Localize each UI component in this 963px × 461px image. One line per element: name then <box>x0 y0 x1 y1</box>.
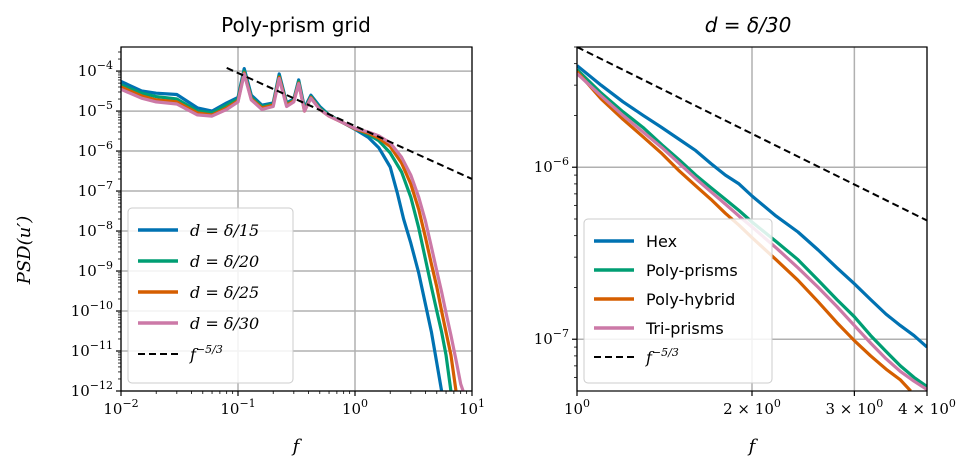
left-legend-label-1: d = δ/20 <box>190 252 259 271</box>
left-chart: Poly-prism grid PSD(u′) f 10−2 10−1 100 101… <box>14 13 485 457</box>
left-legend-label-2: d = δ/25 <box>190 283 259 302</box>
left-x-tick-label: 10−1 <box>220 397 255 418</box>
right-legend: Hex Poly-prisms Poly-hybrid Tri-prisms f−5/3 <box>583 218 773 384</box>
right-legend-label-2: Poly-hybrid <box>646 290 735 309</box>
left-legend: d = δ/15 d = δ/20 d = δ/25 d = δ/30 f−5/3 <box>127 207 294 384</box>
left-y-axis-label: PSD(u′) <box>14 216 35 286</box>
left-series-4-line <box>226 66 472 180</box>
left-legend-box <box>127 207 294 384</box>
right-y-tick-label: 10−7 <box>534 327 569 348</box>
right-x-tick-label: 4 × 100 <box>898 397 956 418</box>
left-legend-label-3: d = δ/30 <box>190 314 259 333</box>
left-y-tick-label: 10−12 <box>71 379 113 400</box>
left-series-group <box>121 66 472 391</box>
right-x-tick-label: 3 × 100 <box>825 397 883 418</box>
right-x-tick-label: 100 <box>564 397 590 418</box>
right-y-tick-label: 10−6 <box>534 155 569 176</box>
left-x-tick-label: 101 <box>459 397 485 418</box>
right-legend-label-0: Hex <box>646 232 677 251</box>
right-legend-label-4: f−5/3 <box>645 346 679 367</box>
right-legend-label-3: Tri-prisms <box>645 319 724 338</box>
left-x-tick-label: 10−2 <box>103 397 138 418</box>
left-y-tick-label: 10−7 <box>78 179 113 200</box>
right-chart-title: d = δ/30 <box>705 13 792 37</box>
left-y-tick-label: 10−9 <box>78 259 113 280</box>
left-ticks: 10−2 10−1 100 101 10−12 10−11 10−10 10−9 10−8 10−… <box>71 51 485 418</box>
left-y-tick-label: 10−8 <box>78 219 113 240</box>
left-x-tick-label: 100 <box>342 397 368 418</box>
right-ticks: 100 2 × 100 3 × 100 4 × 100 10−7 10−6 <box>534 46 956 418</box>
left-legend-label-0: d = δ/15 <box>190 221 259 240</box>
left-y-tick-label: 10−10 <box>71 299 113 320</box>
right-series-0-line <box>577 64 927 349</box>
left-y-tick-label: 10−11 <box>71 339 113 360</box>
right-legend-label-1: Poly-prisms <box>646 261 738 280</box>
right-chart: d = δ/30 f 100 2 × 100 3 × 100 4 × 10010−71… <box>534 13 956 457</box>
left-y-tick-label: 10−4 <box>78 59 113 80</box>
left-y-tick-label: 10−5 <box>78 99 113 120</box>
left-legend-label-4: f−5/3 <box>189 343 223 364</box>
left-chart-title: Poly-prism grid <box>221 13 371 37</box>
right-legend-box <box>583 218 773 384</box>
left-y-tick-label: 10−6 <box>78 139 113 160</box>
right-series-4-line <box>577 47 927 222</box>
right-x-tick-label: 2 × 100 <box>723 397 781 418</box>
